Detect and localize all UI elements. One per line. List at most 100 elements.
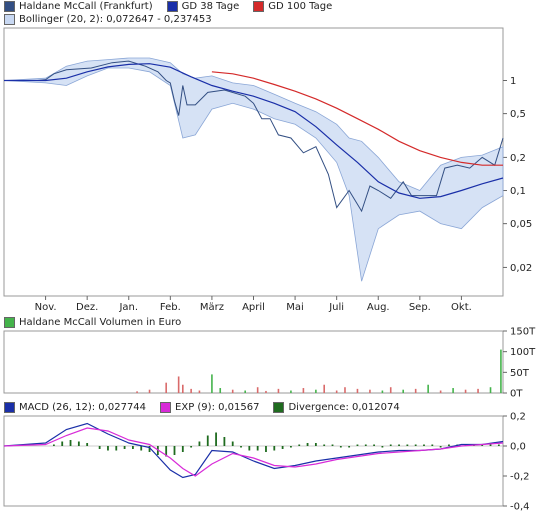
divergence-bar — [215, 432, 217, 446]
price-legend: Haldane McCall (Frankfurt) GD 38 Tage GD… — [4, 0, 346, 13]
x-tick-label: Aug. — [367, 302, 390, 313]
x-tick-label: Jan. — [118, 302, 138, 313]
divergence-bar — [348, 446, 351, 448]
divergence-bar — [206, 435, 209, 446]
volume-bar — [500, 349, 502, 393]
volume-bar — [231, 389, 234, 393]
y-tick-label: 0T — [510, 389, 523, 400]
x-tick-label: März — [200, 302, 224, 313]
y-tick-label: 0,0 — [510, 442, 526, 453]
divergence-bar — [389, 444, 392, 446]
legend-item-volume: Haldane McCall Volumen in Euro — [4, 317, 181, 328]
divergence-bar — [298, 444, 301, 446]
legend-swatch — [4, 402, 15, 413]
y-tick-label: 1 — [510, 76, 516, 87]
macd-legend: MACD (26, 12): 0,027744 EXP (9): 0,01567… — [4, 401, 414, 414]
divergence-bar — [165, 446, 168, 457]
y-tick-label: 0,2 — [510, 153, 526, 164]
divergence-bar — [61, 441, 64, 446]
x-tick-label: Dez. — [76, 302, 98, 313]
divergence-bar — [240, 446, 242, 448]
divergence-bar — [223, 437, 226, 446]
x-tick-label: April — [242, 302, 265, 313]
volume-bar — [335, 390, 338, 393]
y-tick-label: 0,5 — [510, 109, 526, 120]
legend-item-gd100: GD 100 Tage — [253, 1, 332, 12]
legend-label: EXP (9): 0,01567 — [175, 402, 260, 413]
divergence-bar — [481, 444, 484, 446]
gd100-series-line — [211, 71, 503, 166]
volume-bar — [136, 391, 138, 393]
volume-bar — [315, 389, 317, 393]
volume-bar — [356, 388, 359, 393]
volume-y-axis: 150T 100T 50T 0T — [503, 327, 536, 400]
volume-bar — [165, 382, 167, 393]
volume-frame — [3, 330, 504, 394]
divergence-bar — [198, 441, 201, 446]
divergence-bar — [77, 441, 80, 446]
volume-bar — [369, 389, 371, 393]
legend-label: Divergence: 0,012074 — [288, 402, 400, 413]
volume-bar — [211, 374, 213, 393]
volume-bar — [439, 390, 442, 393]
legend-label: MACD (26, 12): 0,027744 — [19, 402, 147, 413]
volume-bar — [244, 390, 246, 393]
gd38-series-line — [4, 63, 504, 199]
exp-series-line — [3, 427, 504, 477]
divergence-bar — [381, 446, 384, 448]
volume-bar — [323, 384, 325, 393]
legend-swatch — [4, 14, 15, 25]
legend-swatch — [253, 1, 265, 12]
divergence-bar — [265, 446, 267, 452]
divergence-bar — [98, 446, 101, 449]
macd-y-axis: 0,2 0,0 -0,2 -0,4 — [503, 412, 530, 513]
divergence-bar — [273, 446, 276, 451]
legend-item-exp: EXP (9): 0,01567 — [160, 402, 259, 413]
divergence-bar — [86, 443, 89, 446]
legend-swatch — [4, 317, 15, 328]
x-axis: Nov. Dez. Jan. Feb. März April Mai Juli Aug. Sep.… — [35, 296, 472, 313]
volume-bar — [177, 376, 180, 393]
volume-panel: 150T 100T 50T 0T — [3, 327, 536, 400]
y-tick-label: 150T — [510, 327, 536, 338]
legend-label: Haldane McCall (Frankfurt) — [19, 1, 153, 12]
divergence-bar — [423, 444, 425, 446]
y-tick-label: 0,2 — [510, 412, 526, 423]
x-tick-label: Sep. — [409, 302, 431, 313]
divergence-bar — [331, 444, 334, 446]
divergence-bar — [489, 444, 492, 446]
divergence-bar — [190, 446, 193, 448]
y-tick-label: -0,4 — [510, 502, 530, 513]
y-tick-label: 50T — [510, 368, 530, 379]
legend-item-price: Haldane McCall (Frankfurt) — [4, 1, 153, 12]
divergence-bar — [439, 446, 442, 448]
divergence-bar — [406, 444, 409, 446]
y-tick-label: 0,02 — [510, 263, 532, 274]
volume-bar — [302, 388, 305, 393]
volume-bar — [182, 384, 184, 393]
volume-bar — [344, 387, 346, 393]
divergence-bar — [148, 446, 151, 452]
divergence-bar — [231, 441, 234, 446]
legend-item-divergence: Divergence: 0,012074 — [273, 402, 400, 413]
volume-bar — [381, 390, 384, 393]
divergence-bar — [431, 444, 434, 446]
price-y-axis: 1 0,5 0,2 0,1 0,05 0,02 — [503, 76, 532, 274]
divergence-bar — [140, 446, 143, 451]
volume-bar — [464, 389, 467, 393]
divergence-bar — [364, 444, 367, 446]
divergence-bar — [497, 444, 500, 446]
volume-bar — [402, 389, 404, 393]
divergence-bar — [123, 446, 126, 449]
volume-bar — [190, 388, 192, 393]
divergence-bar — [132, 446, 134, 449]
divergence-bar — [53, 444, 55, 446]
volume-bar — [265, 390, 267, 393]
divergence-bar — [107, 446, 109, 451]
volume-bar — [452, 388, 454, 393]
x-tick-label: Nov. — [35, 302, 57, 313]
divergence-bar — [398, 444, 400, 446]
divergence-bar — [281, 446, 284, 449]
volume-bar — [489, 387, 492, 393]
